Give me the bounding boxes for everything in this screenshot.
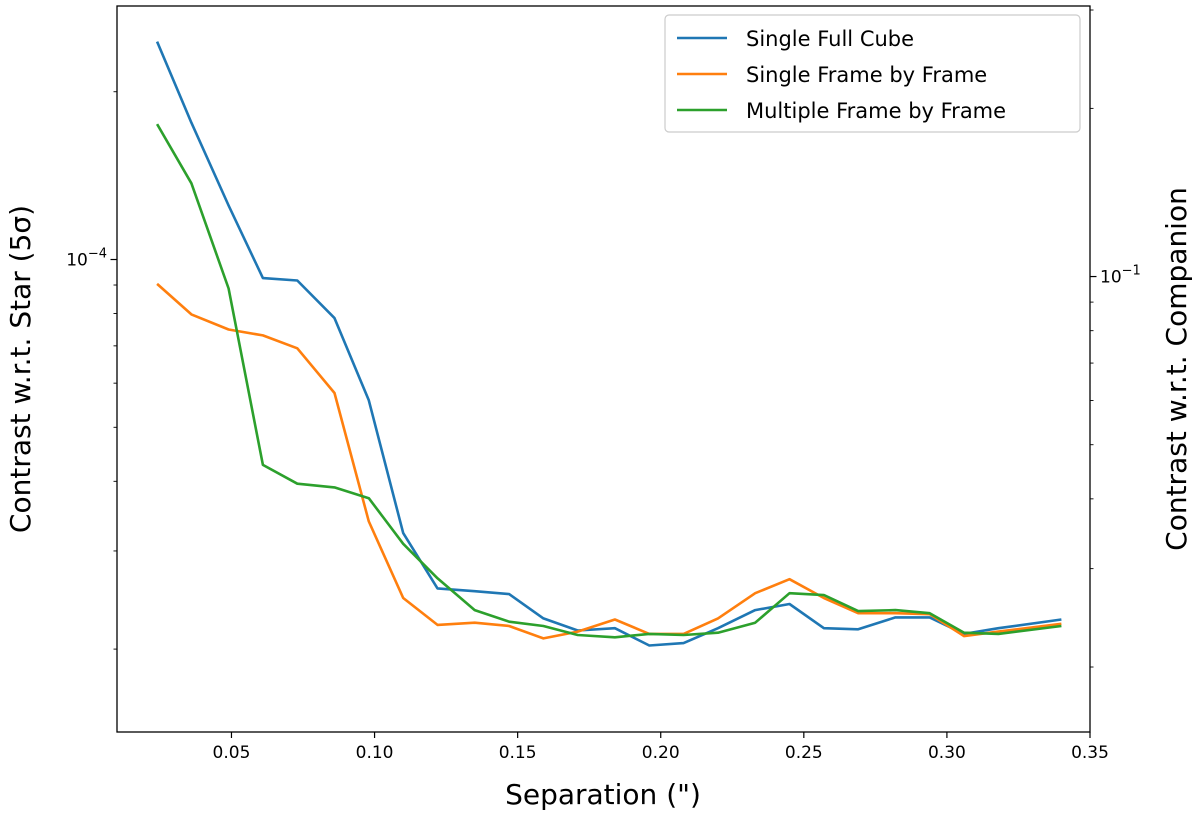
x-tick-label: 0.35 — [1071, 743, 1109, 763]
y-axis-left-label: Contrast w.r.t. Star (5σ) — [4, 205, 37, 533]
y-tick-label: 10−4 — [66, 247, 107, 271]
legend-label-2: Single Frame by Frame — [746, 63, 987, 87]
x-tick-label: 0.05 — [213, 743, 251, 763]
x-axis-ticks: 0.05 0.10 0.15 0.20 0.25 0.30 0.35 — [213, 732, 1109, 763]
x-tick-label: 0.10 — [356, 743, 394, 763]
x-tick-label: 0.15 — [499, 743, 537, 763]
y-tick-label: 10−1 — [1100, 264, 1141, 288]
x-axis-label: Separation (") — [505, 778, 701, 811]
x-tick-label: 0.25 — [785, 743, 823, 763]
y-axis-right-ticks: 10−1 — [1090, 9, 1141, 668]
series-line-1 — [155, 41, 1062, 647]
series-line-2 — [156, 282, 1062, 640]
x-tick-label: 0.20 — [642, 743, 680, 763]
legend-label-3: Multiple Frame by Frame — [746, 99, 1006, 123]
series-line-3 — [155, 123, 1062, 639]
series-layer — [155, 41, 1062, 647]
legend-label-1: Single Full Cube — [746, 27, 914, 51]
legend: Single Full Cube Single Frame by Frame Mul… — [664, 14, 1081, 133]
y-axis-left-ticks: 10−4 — [66, 91, 117, 650]
legend-box — [664, 14, 1081, 133]
y-axis-right-label: Contrast w.r.t. Companion — [1160, 187, 1193, 551]
plot-frame — [116, 5, 1091, 733]
x-tick-label: 0.30 — [928, 743, 966, 763]
